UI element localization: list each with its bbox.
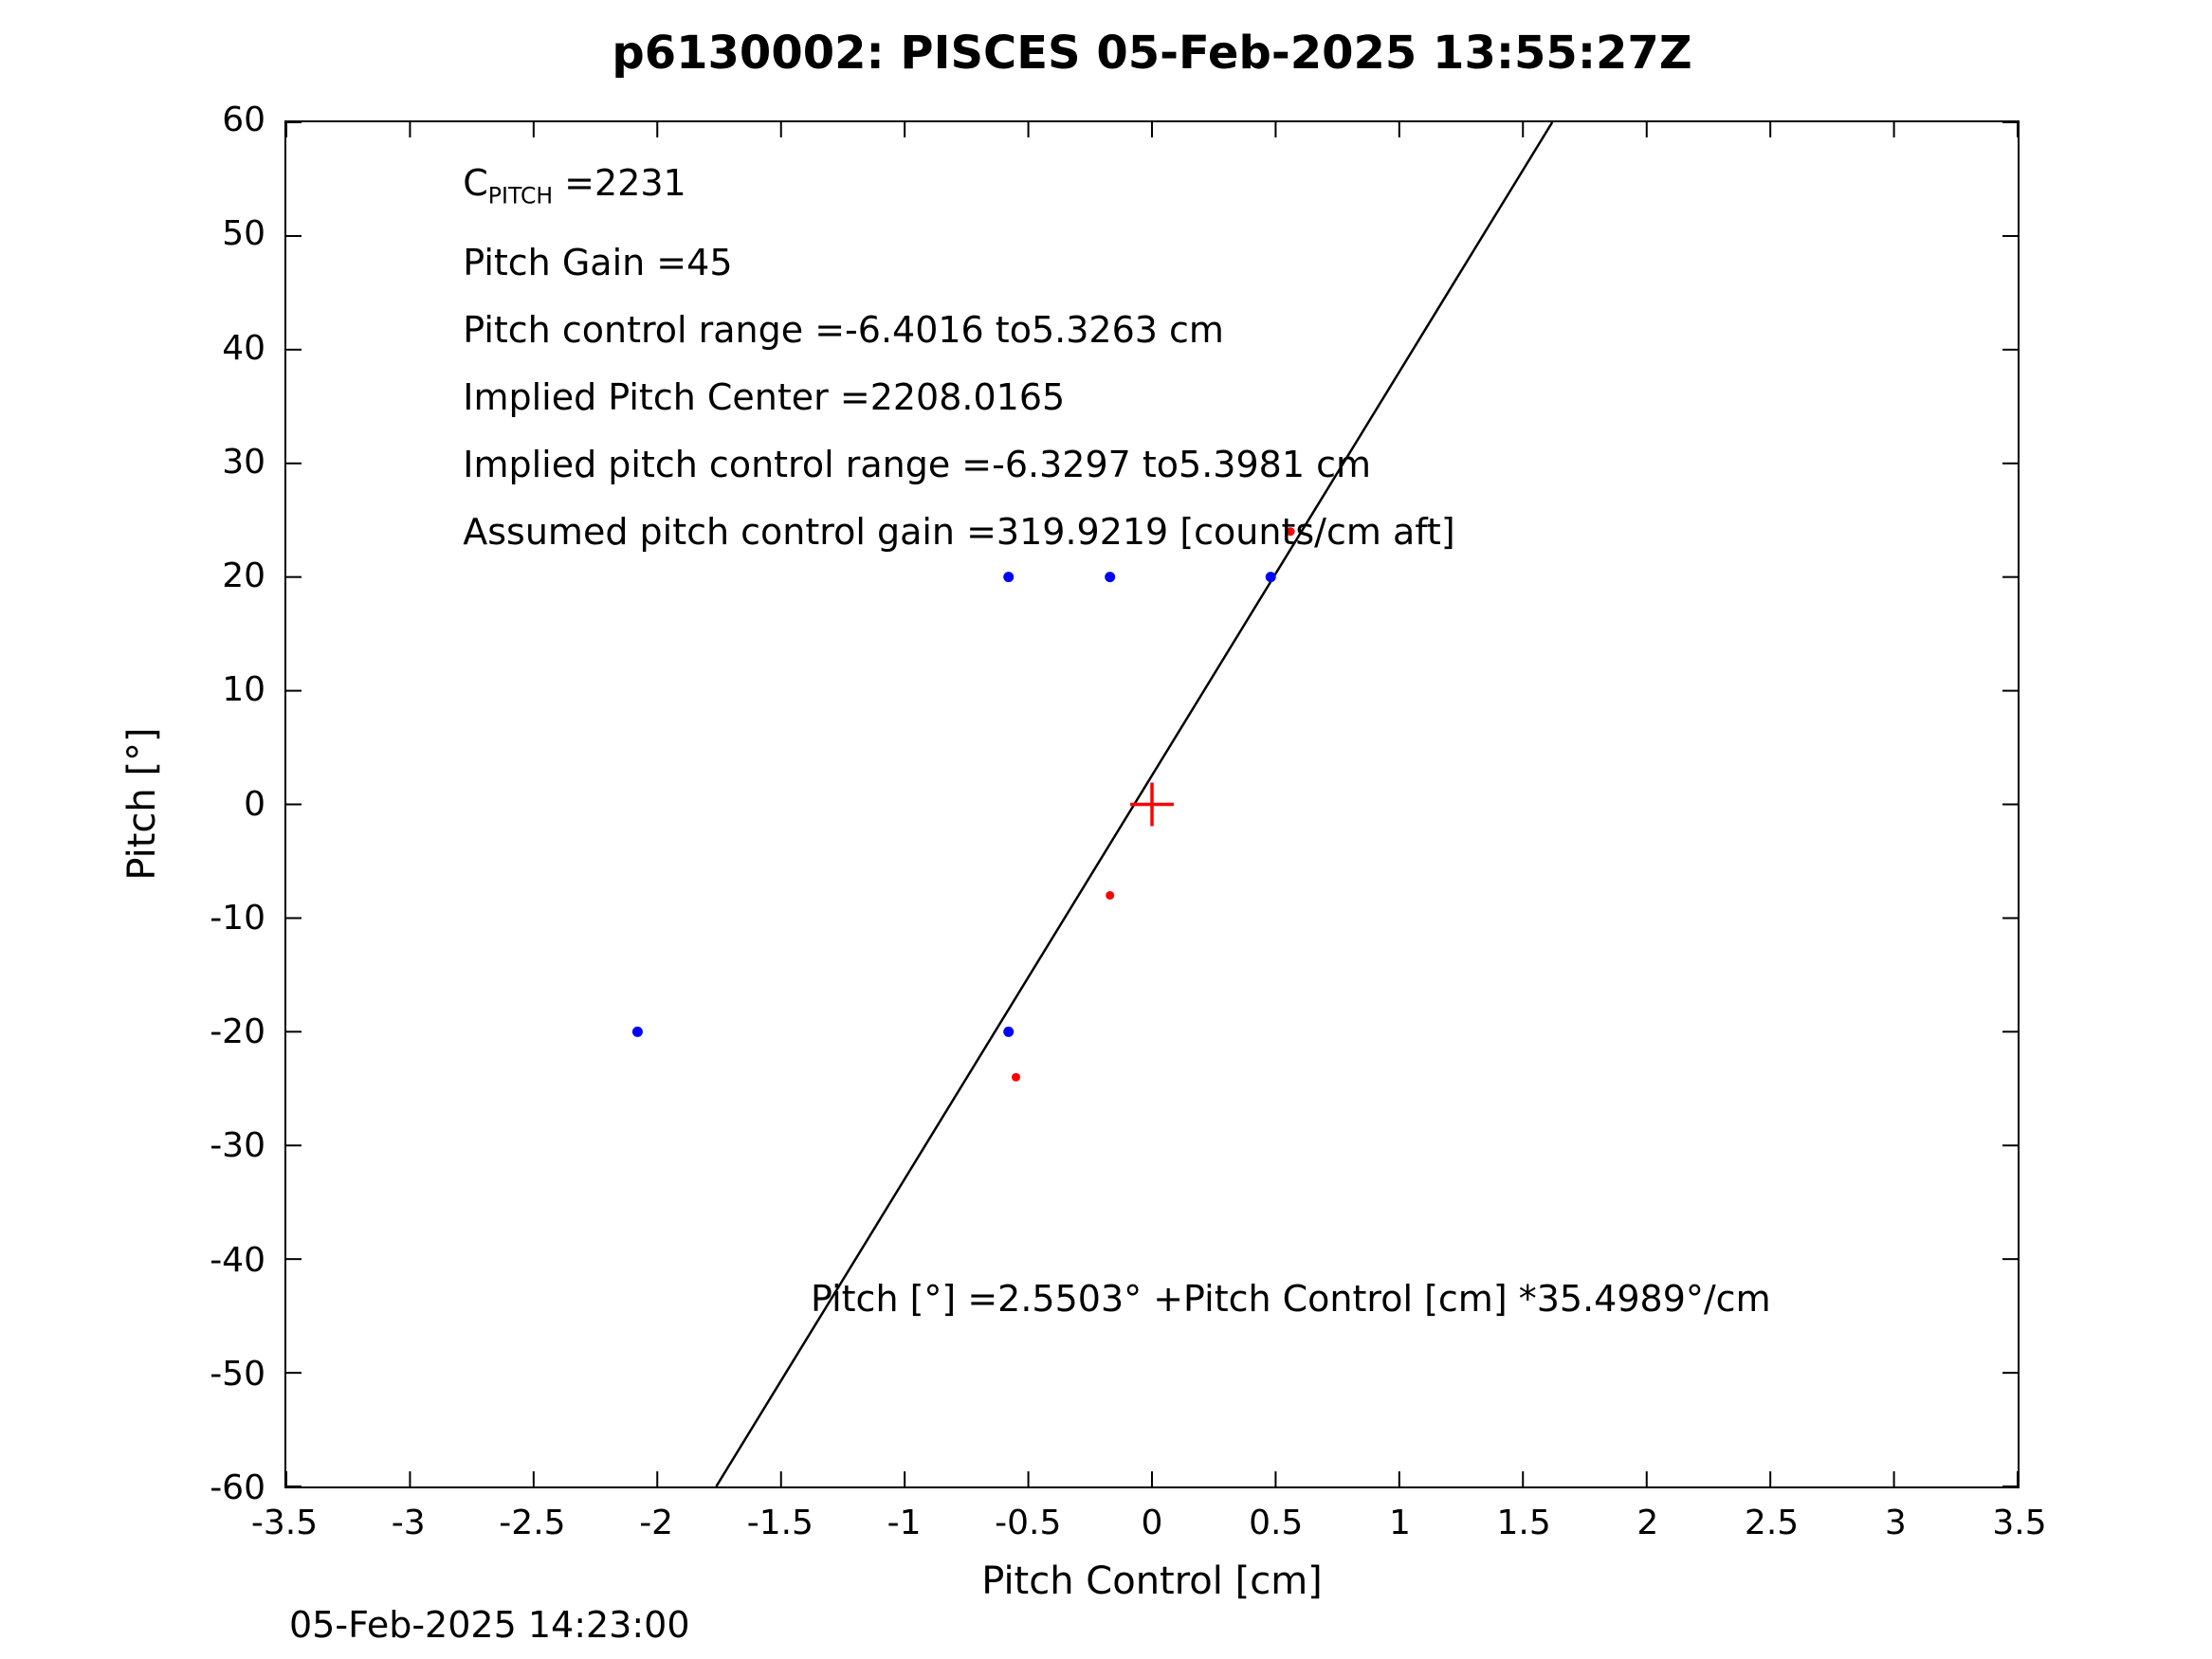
x-tick-label: 1: [1388, 1504, 1411, 1542]
annotation-text: Assumed pitch control gain =319.9219 [co…: [463, 511, 1455, 554]
annotation-line: Pitch control range =-6.4016 to5.3263 cm: [463, 297, 1454, 364]
x-tick-label: -2.5: [499, 1504, 566, 1542]
annotation-line: Assumed pitch control gain =319.9219 [co…: [463, 499, 1454, 566]
y-tick-label: 50: [222, 214, 265, 254]
annotation-line: Pitch Gain =45: [463, 229, 1454, 297]
chart-title: p6130002: PISCES 05-Feb-2025 13:55:27Z: [612, 27, 1692, 80]
red-data-points: [1106, 890, 1115, 900]
blue-data-points: [1105, 572, 1116, 583]
x-tick-label: 3.5: [1992, 1504, 2047, 1542]
x-tick-label: 1.5: [1496, 1504, 1551, 1542]
annotation-text: =2231: [553, 161, 686, 204]
x-tick-label: 0: [1141, 1504, 1163, 1542]
x-tick-label: -3: [391, 1504, 426, 1542]
x-tick-label: 0.5: [1249, 1504, 1304, 1542]
y-tick-label: -60: [210, 1468, 265, 1507]
annotation-line: CPITCH =2231: [463, 150, 1454, 230]
y-tick-label: -40: [210, 1240, 265, 1280]
annotation-text: Pitch control range =-6.4016 to5.3263 cm: [463, 309, 1224, 352]
annotation-text: C: [463, 161, 488, 204]
y-tick-label: 60: [222, 100, 265, 139]
red-data-points: [1286, 527, 1295, 537]
y-tick-label: 10: [222, 670, 265, 710]
creation-timestamp: 05-Feb-2025 14:23:00: [289, 1604, 690, 1646]
annotation-text: Implied Pitch Center =2208.0165: [463, 376, 1066, 419]
y-tick-label: 0: [244, 784, 265, 824]
annotation-block: CPITCH =2231 Pitch Gain =45 Pitch control …: [463, 150, 1454, 567]
annotation-subscript: PITCH: [487, 182, 554, 210]
fit-equation: Pitch [°] =2.5503° +Pitch Control [cm] *…: [811, 1278, 1771, 1321]
blue-data-points: [1265, 572, 1276, 583]
x-tick-label: -2: [639, 1504, 674, 1542]
y-tick-label: 40: [222, 328, 265, 368]
blue-data-points: [1003, 1026, 1015, 1037]
annotation-line: Implied Pitch Center =2208.0165: [463, 364, 1454, 431]
y-tick-label: -30: [210, 1126, 265, 1166]
annotation-line: Implied pitch control range =-6.3297 to5…: [463, 431, 1454, 499]
y-tick-label: -10: [210, 898, 265, 938]
x-tick-label: 2.5: [1744, 1504, 1800, 1542]
y-tick-label: 20: [222, 556, 265, 595]
x-axis-label: Pitch Control [cm]: [981, 1559, 1323, 1603]
x-tick-label: -1.5: [746, 1504, 814, 1542]
x-tick-label: -0.5: [995, 1504, 1062, 1542]
annotation-text: Implied pitch control range =-6.3297 to5…: [463, 444, 1371, 486]
annotation-text: Pitch Gain =45: [463, 242, 733, 284]
blue-data-points: [631, 1026, 643, 1037]
y-tick-label: 30: [222, 442, 265, 482]
y-tick-label: -20: [210, 1012, 265, 1051]
plot-area: CPITCH =2231 Pitch Gain =45 Pitch control …: [284, 120, 2020, 1488]
x-tick-label: 2: [1636, 1504, 1659, 1542]
plot-svg: [286, 122, 2018, 1486]
x-tick-label: 3: [1884, 1504, 1907, 1542]
x-tick-label: -3.5: [250, 1504, 319, 1542]
y-tick-label: -50: [210, 1354, 265, 1394]
red-data-points: [1012, 1072, 1021, 1082]
blue-data-points: [1003, 572, 1015, 583]
x-tick-label: -1: [887, 1504, 922, 1542]
